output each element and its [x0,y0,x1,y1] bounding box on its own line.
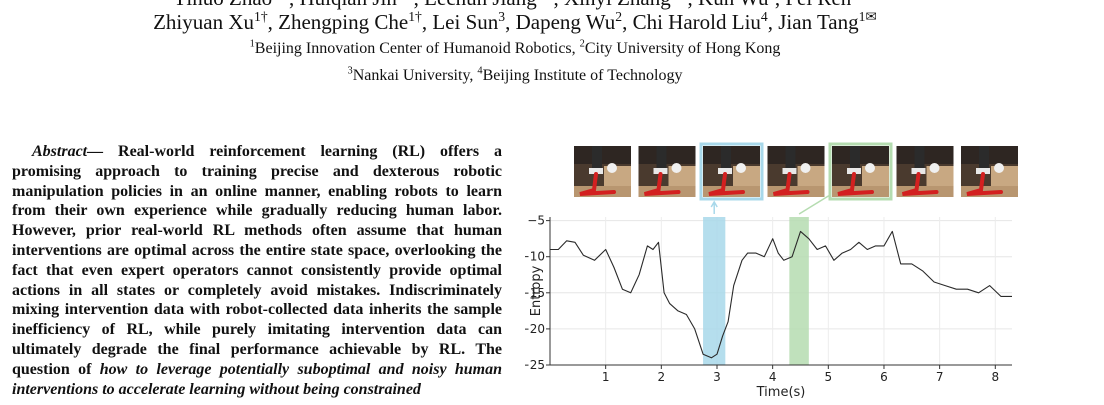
x-tick-label: 4 [769,370,777,384]
y-axis-label: Entropy [529,265,544,316]
y-tick-label: −25 [525,358,545,372]
y-tick-label: −15 [525,286,545,300]
affiliation-line-2: 3Nankai University, 4Beijing Institute o… [347,65,683,84]
frame-thumbnail [638,146,696,197]
highlight-frame-blue [699,142,764,201]
abstract-paragraph: Abstract— Real-world reinforcement learn… [12,142,502,399]
connector-blue-arrowhead [710,200,718,208]
connector-green [798,194,831,215]
frame-thumbnail [896,146,954,197]
frame-thumbnail [961,146,1018,197]
x-tick-label: 8 [991,370,999,384]
abstract: Abstract— Real-world reinforcement learn… [12,142,502,405]
x-tick-label: 1 [602,370,610,384]
author-line-1: Yinuo Zhao¹*, Huiqian Jin¹*, Lechun Jian… [0,0,1030,10]
abstract-body: Real-world reinforcement learning (RL) o… [12,143,502,378]
y-tick-label: −5 [527,214,545,228]
frame-thumbnail [767,146,825,197]
x-tick-label: 6 [880,370,888,384]
entropy-series-line [550,230,1012,359]
x-tick-label: 3 [713,370,721,384]
frame-thumbnail [574,146,631,197]
y-tick-label: −20 [525,322,545,336]
entropy-figure-svg: 1 2 3 4 5 6 7 8 −5 −10 −15 −20 −25 Time(s) Entropy [525,142,1018,400]
highlight-band-green [789,217,809,365]
x-axis-label: Time(s) [756,385,806,400]
y-tick-label: −10 [525,250,545,264]
abstract-emphasis: how to leverage potentially suboptimal a… [12,360,502,398]
highlight-band-blue [703,217,726,365]
frame-thumbnail [832,146,889,197]
figure-entropy: 1 2 3 4 5 6 7 8 −5 −10 −15 −20 −25 Time(s) Entropy [525,140,1065,405]
frame-thumbnail [703,146,760,197]
author-line-2: Zhiyuan Xu1†, Zhengping Che1†, Lei Sun3,… [153,9,877,34]
x-tick-label: 2 [658,370,666,384]
highlight-frame-green [828,142,893,201]
x-tick-label: 5 [824,370,832,384]
x-tick-label: 7 [936,370,944,384]
affiliation-line-1: 1Beijing Innovation Center of Humanoid R… [249,38,781,57]
abstract-lead: Abstract— [32,143,104,160]
